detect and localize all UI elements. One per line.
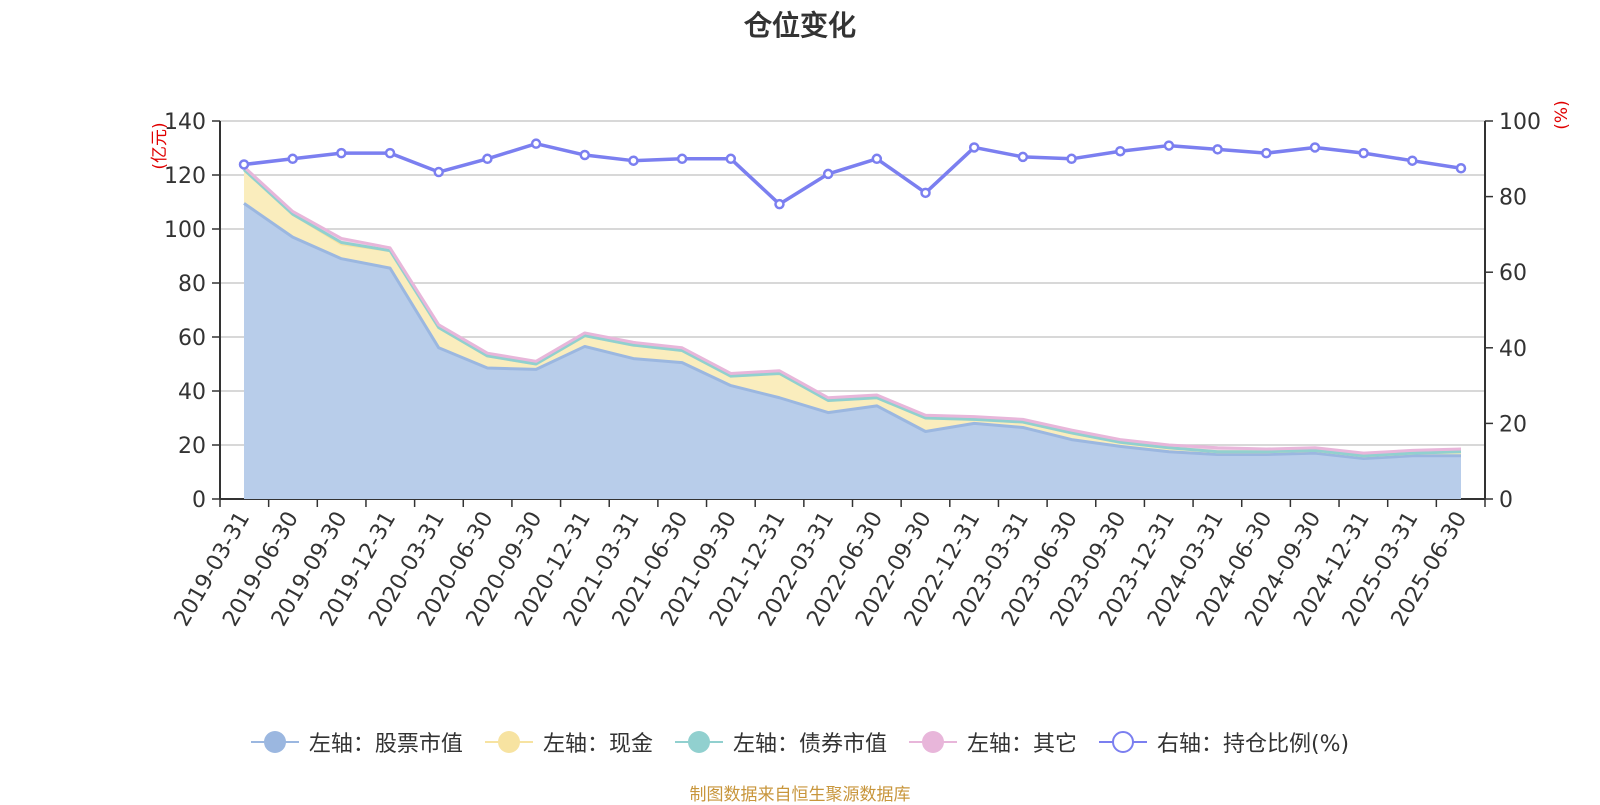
holding-ratio-point xyxy=(1066,153,1077,165)
holding-ratio-point xyxy=(920,187,931,199)
holding-ratio-point xyxy=(238,159,250,170)
series-line-holding-ratio xyxy=(243,141,1462,206)
holding-ratio-point xyxy=(1017,151,1029,163)
legend-label: 左轴：股票市值 xyxy=(308,732,463,757)
series-line-左轴：债券市值 xyxy=(242,168,1462,458)
holding-ratio-point xyxy=(725,153,737,165)
holding-ratio-point xyxy=(1261,147,1272,159)
holding-ratio-point xyxy=(1309,142,1321,153)
legend-item[interactable]: 左轴：股票市值 xyxy=(250,726,463,758)
legend-label: 左轴：债券市值 xyxy=(732,732,887,757)
series-line-左轴：股票市值 xyxy=(243,202,1461,460)
legend-item[interactable]: 左轴：其它 xyxy=(908,726,1077,758)
holding-ratio-point xyxy=(628,155,639,166)
chart-title: 仓位变化 xyxy=(743,9,856,42)
holding-ratio-point xyxy=(530,138,542,149)
holding-ratio-point xyxy=(1358,147,1369,159)
legend-swatch xyxy=(908,731,957,753)
holding-ratio-point xyxy=(774,198,785,210)
holding-ratio-point xyxy=(1407,155,1418,166)
holding-ratio-point xyxy=(676,153,688,165)
holding-ratio-point xyxy=(384,147,396,159)
legend-swatch xyxy=(484,731,533,753)
holding-ratio-point xyxy=(579,149,591,161)
left-tick-label: 100 xyxy=(164,218,206,243)
holding-ratio-point xyxy=(1212,144,1223,155)
legend-item[interactable]: 左轴：债券市值 xyxy=(674,726,887,758)
legend-item[interactable]: 右轴：持仓比例(%) xyxy=(1098,726,1350,758)
right-tick-label: 100 xyxy=(1499,110,1541,135)
holding-ratio-point xyxy=(336,147,347,159)
holding-ratio-point xyxy=(287,153,298,165)
holding-ratio-point xyxy=(822,168,834,180)
holding-ratio-point xyxy=(1114,145,1126,157)
left-tick-label: 80 xyxy=(178,272,206,297)
right-tick-label: 80 xyxy=(1499,186,1527,211)
legend-label: 右轴：持仓比例(%) xyxy=(1156,732,1350,757)
right-tick-label: 40 xyxy=(1499,337,1527,362)
left-tick-label: 20 xyxy=(178,434,206,459)
legend-swatch xyxy=(1098,731,1147,753)
left-tick-label: 0 xyxy=(192,488,206,513)
holding-ratio-point xyxy=(871,153,883,165)
legend-label: 左轴：现金 xyxy=(542,732,653,757)
series-line-左轴：其它 xyxy=(242,165,1462,455)
holding-ratio-point xyxy=(968,142,980,153)
left-tick-label: 140 xyxy=(164,110,206,135)
source-note: 制图数据来自恒生聚源数据库 xyxy=(689,785,911,805)
area-fill-左轴：股票市值 xyxy=(244,203,1461,499)
holding-ratio-point xyxy=(1163,140,1175,151)
left-tick-label: 120 xyxy=(164,164,206,189)
legend-swatch xyxy=(674,731,723,753)
area-fill-左轴：现金 xyxy=(244,169,1461,459)
legend-item[interactable]: 左轴：现金 xyxy=(484,726,653,758)
right-axis-unit: (%) xyxy=(1552,100,1572,129)
chart-legend: 左轴：股票市值 左轴：现金 左轴：债券市值 左轴：其它 右轴：持仓比例(%) xyxy=(0,726,1600,758)
right-tick-label: 0 xyxy=(1499,488,1513,513)
left-axis-unit: (亿元) xyxy=(150,122,170,169)
legend-label: 左轴：其它 xyxy=(966,732,1077,757)
left-tick-label: 60 xyxy=(178,326,206,351)
right-tick-label: 60 xyxy=(1499,261,1527,286)
left-tick-label: 40 xyxy=(178,380,206,405)
holding-ratio-point xyxy=(433,166,444,178)
holding-ratio-point xyxy=(1455,163,1467,174)
holding-ratio-point xyxy=(482,153,493,165)
legend-swatch xyxy=(250,731,299,753)
right-tick-label: 20 xyxy=(1499,412,1527,437)
